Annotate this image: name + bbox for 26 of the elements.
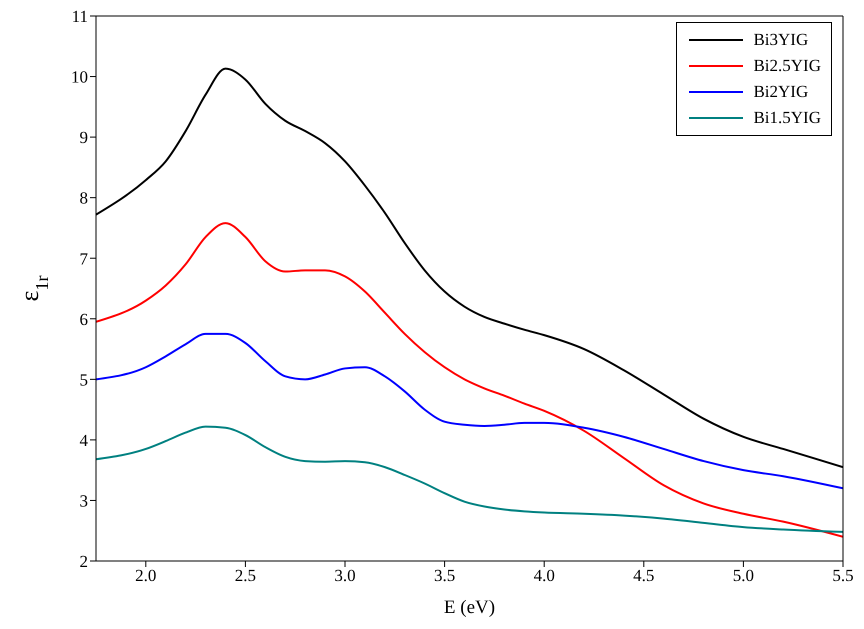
line-series xyxy=(96,222,843,538)
line-series xyxy=(96,426,843,533)
y-tick-label: 11 xyxy=(72,7,88,26)
x-axis-title: E (eV) xyxy=(444,597,496,618)
x-tick-label: 5.5 xyxy=(832,566,854,586)
y-tick-label: 3 xyxy=(80,491,88,510)
legend-label: Bi3YIG xyxy=(753,30,808,50)
legend-label: Bi1.5YIG xyxy=(753,108,821,128)
x-tick-label: 2.5 xyxy=(234,566,256,586)
y-tick-label: 7 xyxy=(80,249,88,268)
x-tick-label: 2.0 xyxy=(135,566,156,586)
y-tick-label: 5 xyxy=(80,370,88,390)
legend-label: Bi2YIG xyxy=(753,82,808,102)
x-tick-label: 3.5 xyxy=(434,566,456,586)
x-tick-label: 3.0 xyxy=(334,566,356,586)
x-tick-label: 5.0 xyxy=(732,566,754,586)
x-tick-label: 4.5 xyxy=(633,566,654,586)
y-tick-label: 10 xyxy=(71,68,88,87)
x-tick-label: 4.0 xyxy=(534,566,555,586)
y-tick-label: 4 xyxy=(80,430,88,450)
line-series xyxy=(96,332,843,490)
legend-label: Bi2.5YIG xyxy=(753,56,821,76)
y-tick-label: 6 xyxy=(80,310,88,329)
y-tick-label: 8 xyxy=(80,188,88,208)
y-tick-label: 2 xyxy=(80,552,88,572)
y-tick-label: 9 xyxy=(80,128,88,148)
